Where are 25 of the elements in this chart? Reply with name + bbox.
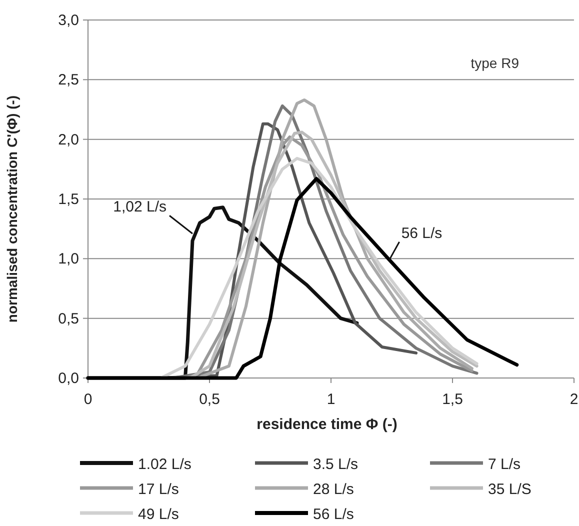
x-tick-label: 1 xyxy=(326,391,336,408)
y-tick-label: 3,0 xyxy=(58,12,79,29)
x-axis-title: residence time Φ (-) xyxy=(256,416,398,433)
legend-label: 7 L/s xyxy=(488,456,521,473)
x-tick-label: 0 xyxy=(84,391,92,408)
legend-label: 49 L/s xyxy=(138,506,179,523)
y-tick-label: 2,5 xyxy=(58,72,79,89)
legend-label: 35 L/S xyxy=(488,481,532,498)
legend-label: 28 L/s xyxy=(313,481,354,498)
annotation: type R9 xyxy=(470,55,520,71)
annotation: 1,02 L/s xyxy=(113,198,166,216)
legend-label: 17 L/s xyxy=(138,481,179,498)
y-tick-label: 2,0 xyxy=(58,131,79,148)
y-tick-label: 1,5 xyxy=(58,191,79,208)
x-tick-label: 2 xyxy=(570,391,578,408)
x-tick-label: 0,5 xyxy=(199,391,220,408)
y-axis-title: normalised concentration C'(Φ) (-) xyxy=(4,95,20,323)
x-tick-label: 1,5 xyxy=(442,391,463,408)
y-tick-label: 0,0 xyxy=(58,370,79,387)
legend-label: 1.02 L/s xyxy=(138,456,192,473)
legend-label: 56 L/s xyxy=(313,506,354,523)
y-tick-label: 1,0 xyxy=(58,250,79,268)
annotation: 56 L/s xyxy=(401,224,442,242)
y-tick-label: 0,5 xyxy=(58,310,79,328)
legend-label: 3.5 L/s xyxy=(313,456,358,473)
